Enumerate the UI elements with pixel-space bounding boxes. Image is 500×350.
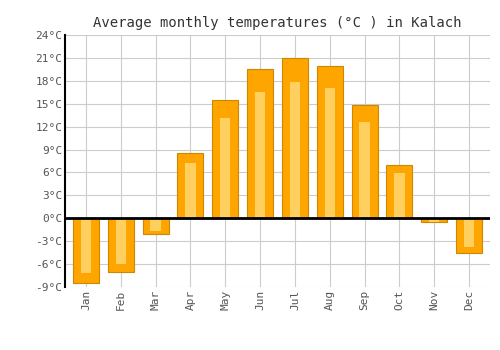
Bar (255, 92, 266, 218)
Bar (360, 122, 370, 218)
Bar (247, 69, 273, 218)
Bar (324, 89, 335, 218)
Bar (290, 82, 300, 218)
Bar (220, 118, 230, 218)
Bar (150, 218, 161, 231)
Bar (352, 105, 378, 218)
Bar (80, 218, 91, 273)
Title: Average monthly temperatures (°C ) in Kalach: Average monthly temperatures (°C ) in Ka… (93, 16, 462, 30)
Bar (212, 100, 238, 218)
Bar (73, 218, 99, 283)
Bar (429, 218, 440, 222)
Bar (108, 218, 134, 272)
Bar (394, 173, 404, 218)
Bar (386, 165, 412, 218)
Bar (464, 218, 474, 247)
Bar (282, 58, 308, 218)
Bar (421, 218, 448, 222)
Bar (116, 218, 126, 264)
Bar (185, 163, 196, 218)
Bar (178, 153, 204, 218)
Bar (142, 218, 169, 233)
Bar (316, 65, 343, 218)
Bar (456, 218, 482, 253)
